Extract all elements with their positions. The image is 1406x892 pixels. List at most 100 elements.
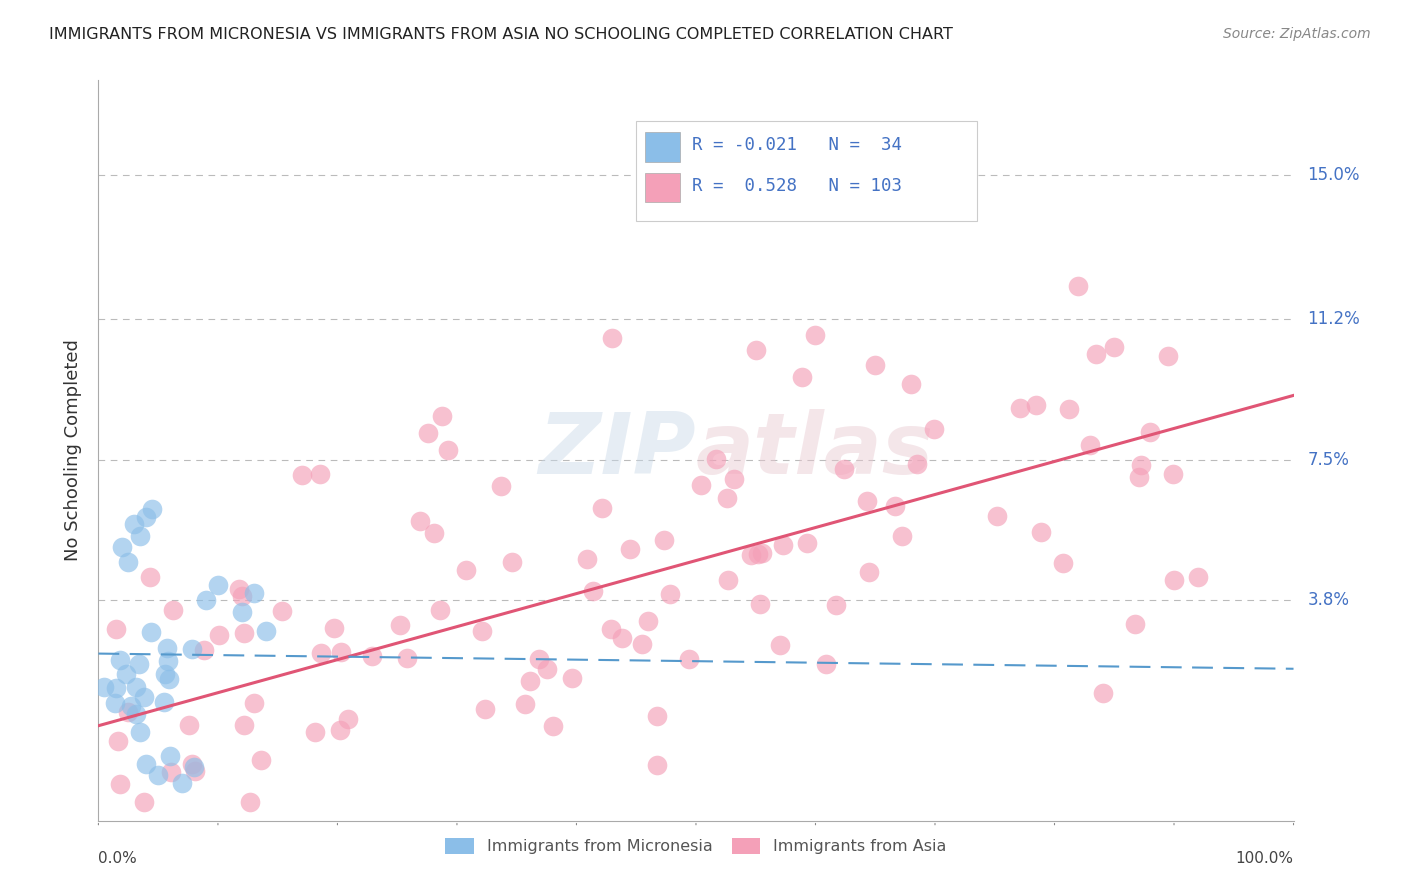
Point (814, 657, 837, 672)
Point (156, 641, 179, 656)
Point (409, 514, 432, 528)
Point (423, 526, 446, 541)
Point (239, 795, 262, 809)
Point (181, 641, 204, 656)
Point (184, 764, 207, 778)
Point (716, 491, 738, 505)
Point (751, 546, 773, 560)
Point (430, 409, 453, 423)
Point (429, 603, 451, 617)
Text: 0.0%: 0.0% (98, 851, 138, 866)
FancyBboxPatch shape (637, 121, 977, 221)
Point (1078, 438, 1101, 452)
Point (125, 707, 148, 722)
Point (1085, 347, 1108, 361)
Text: 100.0%: 100.0% (1236, 851, 1294, 866)
FancyBboxPatch shape (644, 173, 681, 202)
Point (1067, 279, 1090, 293)
Point (135, 509, 157, 524)
Point (124, 517, 146, 532)
Point (772, 538, 794, 552)
Point (796, 536, 818, 550)
Point (905, 457, 928, 471)
Point (416, 426, 439, 441)
Point (207, 578, 229, 592)
Point (322, 621, 344, 635)
Point (104, 696, 127, 710)
Point (139, 570, 162, 584)
Point (228, 582, 250, 596)
Point (659, 586, 682, 600)
Point (856, 494, 879, 508)
Point (304, 724, 326, 739)
Point (231, 605, 253, 619)
Point (134, 795, 156, 809)
Point (456, 563, 478, 577)
Text: 15.0%: 15.0% (1308, 166, 1360, 184)
Point (1128, 470, 1150, 484)
Point (139, 624, 162, 639)
Point (104, 681, 127, 695)
Point (654, 533, 676, 547)
Point (153, 667, 176, 681)
Point (825, 598, 848, 612)
Point (576, 551, 599, 566)
Point (1139, 425, 1161, 439)
Point (114, 667, 136, 681)
Point (804, 327, 827, 342)
Point (678, 651, 700, 665)
Point (157, 672, 180, 686)
Point (208, 627, 231, 641)
Point (471, 624, 494, 639)
Point (631, 637, 654, 651)
Point (865, 358, 887, 372)
Point (637, 614, 659, 628)
Point (690, 478, 713, 492)
Point (396, 651, 419, 665)
Point (591, 500, 613, 515)
Point (832, 462, 855, 476)
Point (117, 705, 139, 719)
FancyBboxPatch shape (644, 132, 681, 161)
Point (117, 556, 139, 570)
Point (747, 547, 769, 561)
Point (309, 467, 332, 481)
Point (271, 604, 294, 618)
Point (193, 643, 215, 657)
Point (159, 749, 181, 764)
Point (181, 757, 204, 772)
Point (329, 723, 352, 738)
Point (233, 626, 256, 640)
Point (336, 712, 359, 726)
Point (745, 343, 768, 357)
Point (900, 377, 922, 392)
Text: 3.8%: 3.8% (1308, 591, 1350, 609)
Point (1102, 340, 1125, 354)
Point (1187, 570, 1209, 584)
Point (183, 760, 205, 774)
Point (1123, 616, 1146, 631)
Point (107, 734, 129, 748)
Point (437, 442, 460, 457)
Y-axis label: No Schooling Completed: No Schooling Completed (63, 340, 82, 561)
Point (1091, 686, 1114, 700)
Point (600, 623, 623, 637)
Point (162, 603, 184, 617)
Point (195, 593, 218, 607)
Point (93, 680, 115, 694)
Point (891, 529, 914, 543)
Point (129, 529, 152, 543)
Point (1008, 401, 1031, 416)
Text: atlas: atlas (696, 409, 934, 492)
Point (360, 649, 382, 664)
Legend: Immigrants from Micronesia, Immigrants from Asia: Immigrants from Micronesia, Immigrants f… (439, 832, 953, 861)
Text: 7.5%: 7.5% (1308, 451, 1350, 469)
Point (129, 725, 152, 739)
Point (529, 652, 551, 666)
Point (291, 468, 314, 483)
Point (986, 509, 1008, 524)
Point (233, 718, 256, 732)
Point (250, 753, 273, 767)
Point (1157, 349, 1180, 363)
Point (309, 646, 332, 660)
